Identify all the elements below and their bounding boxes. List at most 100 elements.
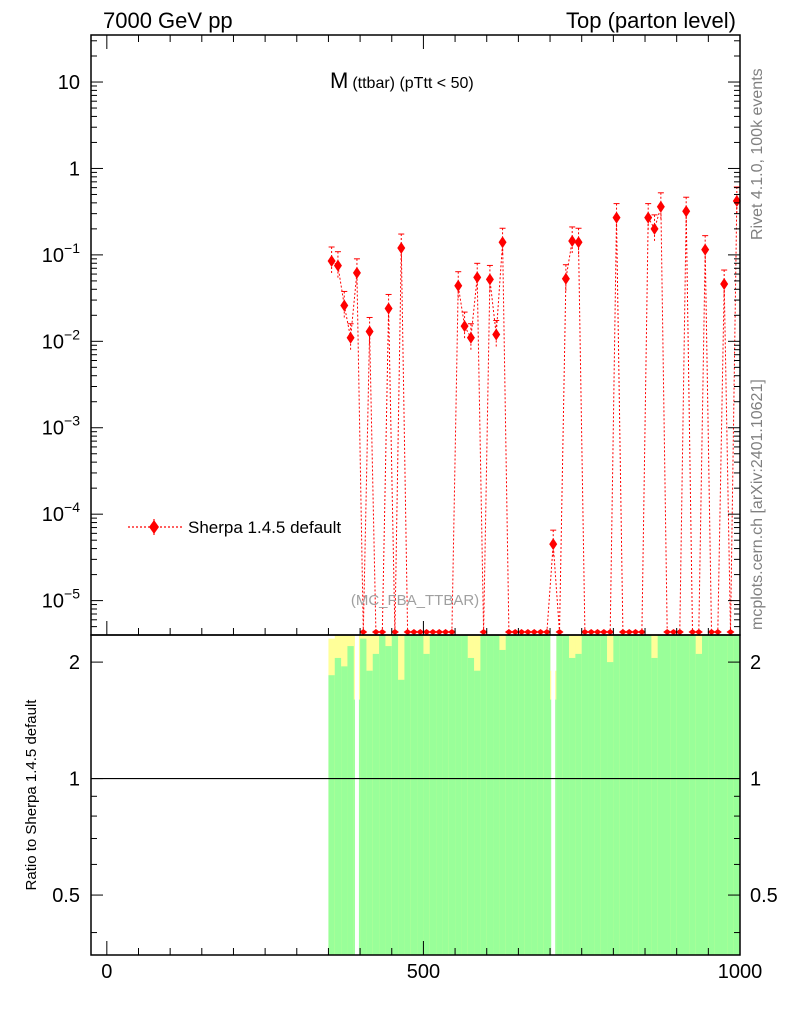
ratio-band-inner bbox=[436, 635, 443, 955]
ratio-band-inner bbox=[689, 635, 696, 955]
ratio-tick-label-right: 1 bbox=[750, 769, 761, 791]
data-point-zero bbox=[511, 629, 520, 635]
plot-title: M (ttbar) (pTtt < 50) bbox=[330, 68, 474, 93]
data-point bbox=[612, 211, 621, 224]
data-point-zero bbox=[599, 629, 608, 635]
data-point-zero bbox=[669, 629, 678, 635]
ratio-band-inner bbox=[683, 635, 690, 955]
plot-title-main: M bbox=[330, 68, 348, 93]
ratio-band-inner bbox=[714, 635, 722, 955]
ratio-band-inner bbox=[429, 635, 437, 955]
data-point-zero bbox=[403, 629, 412, 635]
main-frame bbox=[90, 34, 741, 636]
data-point bbox=[365, 325, 374, 338]
data-point bbox=[397, 242, 406, 255]
ratio-band-inner bbox=[442, 635, 450, 955]
data-point-zero bbox=[606, 629, 615, 635]
y-tick-label-base: 1 bbox=[69, 158, 80, 180]
data-point-zero bbox=[416, 629, 425, 635]
y-tick-label-base: 10 bbox=[42, 245, 64, 267]
data-point-zero bbox=[587, 629, 596, 635]
ratio-band-inner bbox=[448, 635, 456, 955]
y-tick-label-base: 10 bbox=[42, 331, 64, 353]
header-left: 7000 GeV pp bbox=[103, 8, 233, 33]
data-point-zero bbox=[675, 629, 684, 635]
data-point bbox=[561, 272, 570, 285]
ratio-band-inner bbox=[499, 649, 507, 955]
data-point-zero bbox=[713, 629, 722, 635]
legend-label: Sherpa 1.4.5 default bbox=[188, 518, 341, 537]
data-point bbox=[644, 211, 653, 224]
ratio-band-inner bbox=[594, 635, 602, 955]
data-point bbox=[732, 195, 741, 208]
y-tick-label-base: 10 bbox=[42, 504, 64, 526]
ratio-band-inner bbox=[607, 662, 614, 955]
data-point bbox=[352, 266, 361, 279]
data-point bbox=[656, 200, 665, 213]
data-point bbox=[346, 331, 355, 344]
ratio-band-inner bbox=[455, 635, 462, 955]
ratio-band-inner bbox=[632, 635, 639, 955]
data-point-zero bbox=[447, 629, 456, 635]
ratio-band-inner bbox=[366, 670, 374, 955]
ratio-band-inner bbox=[626, 635, 633, 955]
ratio-band-inner bbox=[524, 635, 532, 955]
ratio-band-inner bbox=[613, 635, 620, 955]
x-tick-label: 500 bbox=[407, 961, 440, 983]
header-right: Top (parton level) bbox=[566, 8, 736, 33]
ratio-band-inner bbox=[676, 635, 684, 955]
ratio-band-inner bbox=[600, 635, 608, 955]
data-point-zero bbox=[580, 629, 589, 635]
data-point-zero bbox=[517, 629, 526, 635]
ratio-bands bbox=[328, 635, 741, 955]
data-point-zero bbox=[555, 629, 564, 635]
ratio-band-inner bbox=[423, 653, 431, 955]
ratio-band-inner bbox=[391, 635, 399, 955]
data-point-zero bbox=[504, 629, 513, 635]
data-point-zero bbox=[390, 629, 399, 635]
data-point-zero bbox=[530, 629, 539, 635]
data-point bbox=[682, 205, 691, 218]
ratio-ylabel: Ratio to Sherpa 1.4.5 default bbox=[23, 699, 40, 891]
ratio-band-inner bbox=[518, 635, 526, 955]
data-point-zero bbox=[707, 629, 716, 635]
ratio-band-inner bbox=[645, 635, 652, 955]
series-line bbox=[331, 200, 738, 633]
main-series bbox=[327, 186, 741, 635]
ratio-band-inner bbox=[670, 635, 677, 955]
ratio-band-inner bbox=[562, 635, 570, 955]
data-point bbox=[454, 279, 463, 292]
ratio-band-inner bbox=[385, 646, 393, 955]
y-tick-label-exp: −3 bbox=[64, 413, 80, 429]
ratio-tick-label-left: 0.5 bbox=[52, 885, 80, 907]
data-point bbox=[720, 278, 729, 291]
ratio-band-inner bbox=[588, 635, 595, 955]
y-tick-label-base: 10 bbox=[58, 72, 80, 94]
y-tick-label-exp: −2 bbox=[64, 326, 80, 342]
data-point-zero bbox=[409, 629, 418, 635]
data-point-zero bbox=[523, 629, 532, 635]
y-tick-label: 10−1 bbox=[42, 240, 80, 267]
ratio-band-inner bbox=[328, 675, 336, 955]
ratio-band-inner bbox=[556, 635, 564, 955]
ratio-band-inner bbox=[537, 635, 545, 955]
ratio-band-inner bbox=[651, 657, 658, 955]
ratio-band-inner bbox=[347, 646, 355, 955]
legend-marker bbox=[149, 520, 159, 534]
ratio-band-inner bbox=[360, 638, 367, 955]
ratio-band-inner bbox=[512, 635, 519, 955]
ratio-band-inner bbox=[398, 679, 405, 955]
plot-title-sub: (ttbar) (pTtt < 50) bbox=[352, 75, 473, 92]
ratio-band-inner bbox=[505, 635, 513, 955]
ratio-tick-label-left: 2 bbox=[69, 652, 80, 674]
data-point bbox=[384, 302, 393, 315]
y-tick-label: 10−3 bbox=[42, 413, 80, 440]
y-tick-label-base: 10 bbox=[42, 418, 64, 440]
data-point-zero bbox=[726, 629, 735, 635]
y-tick-label-exp: −1 bbox=[64, 240, 80, 256]
ratio-band-inner bbox=[695, 653, 703, 955]
ratio-band-inner bbox=[543, 635, 551, 955]
y-tick-label-exp: −4 bbox=[64, 499, 80, 515]
x-tick-label: 1000 bbox=[718, 961, 763, 983]
